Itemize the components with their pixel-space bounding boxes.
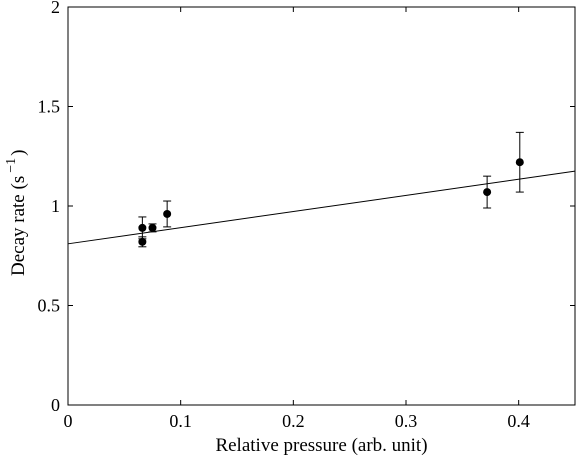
data-point [148,223,157,233]
point-marker [483,188,492,197]
data-point [138,236,147,248]
point-marker [138,237,147,246]
x-tick-label: 0 [64,411,73,431]
data-point [138,216,147,240]
y-tick-label: 0 [51,395,60,415]
y-axis-label: Decay rate (s −1) [4,150,29,276]
y-axis-label-main: Decay rate (s [8,176,29,276]
y-axis-label-group: Decay rate (s −1) [4,150,29,276]
x-tick-label: 0.4 [507,411,530,431]
data-point [163,200,172,228]
x-axis-label: Relative pressure (arb. unit) [215,435,427,456]
plot-area [67,6,576,406]
y-tick-label: 0.5 [38,296,61,316]
point-marker [148,223,157,232]
y-tick-label: 1 [51,196,60,216]
x-tick-label: 0.2 [282,411,305,431]
x-tick-label: 0.3 [395,411,418,431]
y-tick-label: 2 [51,0,60,17]
data-points [138,131,524,248]
point-marker [163,209,172,218]
y-axis-label-exponent: −1 [4,158,19,173]
ticks: 0 0.1 0.2 0.3 0.4 0 0.5 1 1.5 2 [38,0,575,431]
point-marker [515,158,524,167]
y-tick-label: 1.5 [38,97,61,117]
data-point [483,175,492,209]
data-point [515,131,524,193]
point-marker [138,223,147,232]
y-axis-label-close: ) [8,150,29,156]
x-tick-label: 0.1 [169,411,192,431]
